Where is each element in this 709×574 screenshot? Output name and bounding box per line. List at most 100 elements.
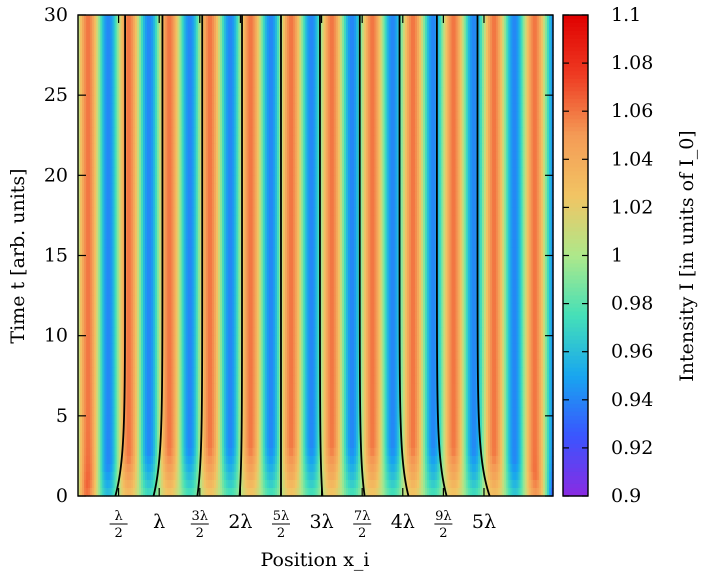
heatmap-cell [106,47,110,56]
heatmap-cell [165,63,168,72]
heatmap-cell [343,103,347,112]
heatmap-cell [258,111,262,120]
heatmap-cell [110,39,114,48]
heatmap-cell [325,175,329,184]
heatmap-cell [486,71,489,80]
heatmap-cell [404,47,408,56]
heatmap-cell [520,79,524,88]
heatmap-cell [98,167,101,176]
heatmap-cell [530,31,534,40]
heatmap-cell [116,127,120,136]
heatmap-cell [214,167,217,176]
heatmap-cell [98,87,101,96]
heatmap-cell [114,79,118,88]
heatmap-cell [82,23,85,32]
heatmap-cell [169,87,172,96]
heatmap-cell [177,111,181,120]
heatmap-cell [90,79,93,88]
heatmap-cell [347,47,351,56]
heatmap-cell [78,183,81,192]
heatmap-cell [459,55,463,64]
heatmap-cell [293,167,296,176]
heatmap-cell [246,111,250,120]
heatmap-cell [293,31,296,40]
heatmap-cell [258,47,262,56]
heatmap-cell [151,71,154,80]
heatmap-cell [473,95,477,104]
heatmap-cell [522,87,526,96]
heatmap-cell [228,63,231,72]
heatmap-cell [220,119,223,128]
heatmap-cell [118,23,122,32]
heatmap-cell [108,31,112,40]
heatmap-cell [488,55,491,64]
heatmap-cell [492,135,495,144]
heatmap-cell [337,111,341,120]
heatmap-cell [88,71,91,80]
heatmap-cell [248,135,252,144]
heatmap-cell [498,167,501,176]
heatmap-cell [112,159,116,168]
heatmap-cell [171,39,175,48]
heatmap-cell [144,119,148,128]
heatmap-cell [431,47,434,56]
heatmap-cell [538,103,542,112]
heatmap-cell [299,127,302,136]
heatmap-cell [120,111,124,120]
heatmap-cell [538,15,542,24]
heatmap-cell [445,103,449,112]
heatmap-cell [483,23,487,32]
heatmap-cell [323,47,327,56]
heatmap-cell [232,23,235,32]
heatmap-cell [524,79,528,88]
heatmap-cell [500,23,503,32]
heatmap-cell [370,87,373,96]
heatmap-cell [402,23,406,32]
heatmap-cell [155,79,158,88]
heatmap-cell [189,63,193,72]
heatmap-cell [494,15,497,24]
heatmap-cell [536,71,540,80]
heatmap-cell [546,111,550,120]
heatmap-cell [106,15,110,24]
heatmap-cell [201,87,205,96]
heatmap-cell [364,15,367,24]
heatmap-cell [159,23,162,32]
heatmap-cell [421,79,424,88]
heatmap-cell [175,103,179,112]
heatmap-cell [177,167,181,176]
heatmap-cell [209,175,213,184]
heatmap-cell [132,79,136,88]
heatmap-cell [228,103,231,112]
heatmap-cell [337,23,341,32]
heatmap-cell [423,143,426,152]
heatmap-cell [417,63,420,72]
heatmap-cell [260,71,264,80]
heatmap-cell [283,151,286,160]
heatmap-cell [205,159,209,168]
heatmap-cell [325,47,329,56]
heatmap-cell [439,31,442,40]
heatmap-cell [84,23,87,32]
heatmap-cell [392,71,396,80]
heatmap-cell [508,15,511,24]
heatmap-cell [433,63,436,72]
heatmap-cell [457,119,461,128]
heatmap-cell [181,167,185,176]
heatmap-cell [209,71,213,80]
heatmap-cell [140,95,144,104]
heatmap-cell [122,175,126,184]
heatmap-cell [323,151,327,160]
heatmap-cell [280,95,284,104]
heatmap-cell [173,183,177,192]
heatmap-cell [396,159,400,168]
heatmap-cell [218,87,221,96]
heatmap-cell [155,175,158,184]
heatmap-cell [522,167,526,176]
heatmap-cell [147,151,150,160]
heatmap-cell [469,31,473,40]
heatmap-cell [380,39,384,48]
heatmap-cell [193,95,197,104]
heatmap-cell [118,103,122,112]
heatmap-cell [216,71,219,80]
